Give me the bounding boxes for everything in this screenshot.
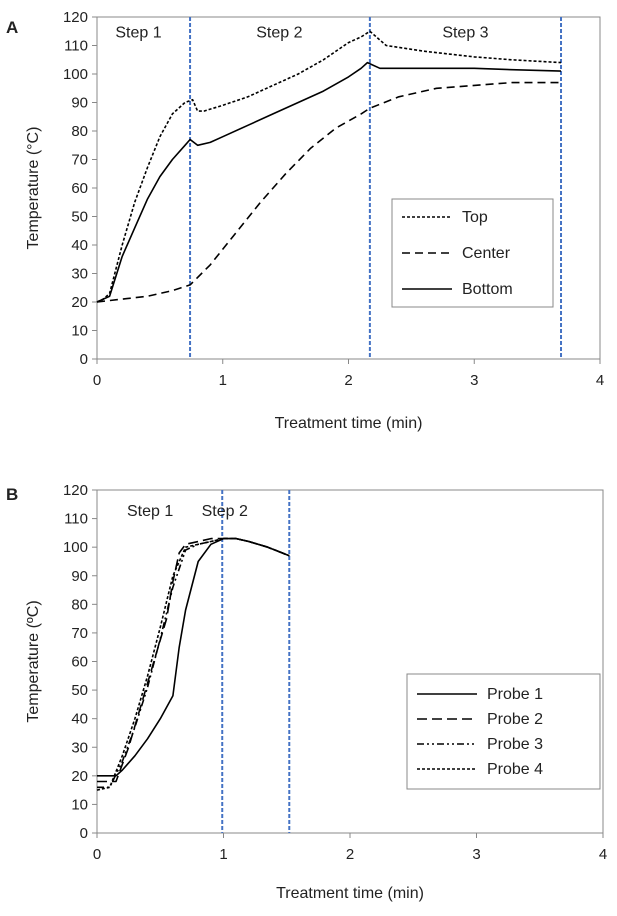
- x-tick-label: 4: [599, 846, 607, 863]
- plot-frame: [96, 16, 601, 360]
- step-label: Step 2: [202, 503, 248, 520]
- x-tick-label: 2: [346, 846, 354, 863]
- step-label: Step 1: [115, 24, 161, 41]
- y-tick-label: 60: [71, 180, 88, 197]
- x-tick-label: 1: [219, 372, 227, 389]
- legend: Probe 1 Probe 2 Probe 3 Probe 4: [406, 673, 601, 790]
- step-label: Step 3: [442, 24, 488, 41]
- x-tick-label: 0: [93, 846, 101, 863]
- x-axis-title: Treatment time (min): [275, 415, 423, 432]
- series-line-center: [96, 81, 561, 303]
- x-tick-label: 2: [344, 372, 352, 389]
- y-tick-label: 120: [63, 482, 88, 499]
- y-tick-label: 90: [71, 95, 88, 112]
- legend-label: Bottom: [462, 281, 513, 298]
- series-line-bottom: [96, 61, 562, 303]
- legend: Top Center Bottom: [391, 198, 554, 308]
- panel-label: A: [6, 18, 18, 37]
- y-tick-label: 110: [64, 38, 88, 55]
- legend-label: Probe 3: [487, 736, 543, 753]
- x-tick-label: 3: [472, 846, 480, 863]
- y-tick-label: 0: [80, 825, 88, 842]
- x-axis-title: Treatment time (min): [276, 885, 424, 902]
- y-tick-label: 30: [71, 739, 88, 756]
- series-line-probe-4: [96, 537, 290, 791]
- series-line-top: [96, 30, 562, 303]
- y-tick-label: 70: [71, 625, 88, 642]
- y-tick-label: 0: [80, 351, 88, 368]
- legend-label: Probe 4: [487, 761, 543, 778]
- y-tick-label: 20: [71, 768, 88, 785]
- step-label: Step 2: [256, 24, 302, 41]
- y-axis-title: Temperature (ºC): [25, 600, 42, 722]
- y-tick-label: 110: [64, 511, 88, 528]
- y-tick-label: 100: [63, 539, 88, 556]
- y-tick-label: 120: [63, 9, 88, 26]
- x-tick-label: 0: [93, 372, 101, 389]
- y-axis-title: Temperature (°C): [25, 127, 42, 250]
- y-tick-label: 10: [71, 796, 88, 813]
- legend-label: Center: [462, 245, 511, 262]
- x-tick-label: 3: [470, 372, 478, 389]
- y-tick-label: 60: [71, 654, 88, 671]
- y-tick-label: 50: [71, 682, 88, 699]
- series-line-probe-2: [97, 537, 290, 783]
- y-tick-label: 40: [71, 237, 88, 254]
- legend-label: Top: [462, 209, 488, 226]
- y-tick-label: 80: [71, 123, 88, 140]
- legend-label: Probe 1: [487, 686, 543, 703]
- panel-label: B: [6, 485, 18, 504]
- series-line-probe-1: [97, 537, 290, 777]
- legend-label: Probe 2: [487, 711, 543, 728]
- chart-panel-b: 0 10 20 30 40 50 60 70 80 90 100 110 120 0 1 2 3 4 Treatme…: [6, 482, 607, 902]
- y-tick-label: 100: [63, 66, 88, 83]
- y-tick-label: 40: [71, 711, 88, 728]
- y-tick-label: 50: [71, 209, 88, 226]
- chart-panel-a: 0 10 20 30 40 50 60 70 80 90 100 110 120 0 1 2 3 4 Treatme…: [6, 9, 604, 432]
- x-tick-label: 4: [596, 372, 604, 389]
- x-tick-label: 1: [219, 846, 227, 863]
- step-label: Step 1: [127, 503, 173, 520]
- y-tick-label: 10: [71, 323, 88, 340]
- legend-box: [406, 673, 601, 790]
- series-line-probe-3: [97, 537, 290, 789]
- y-tick-label: 80: [71, 596, 88, 613]
- y-tick-label: 20: [71, 294, 88, 311]
- y-tick-label: 90: [71, 568, 88, 585]
- y-tick-label: 70: [71, 152, 88, 169]
- y-tick-label: 30: [71, 266, 88, 283]
